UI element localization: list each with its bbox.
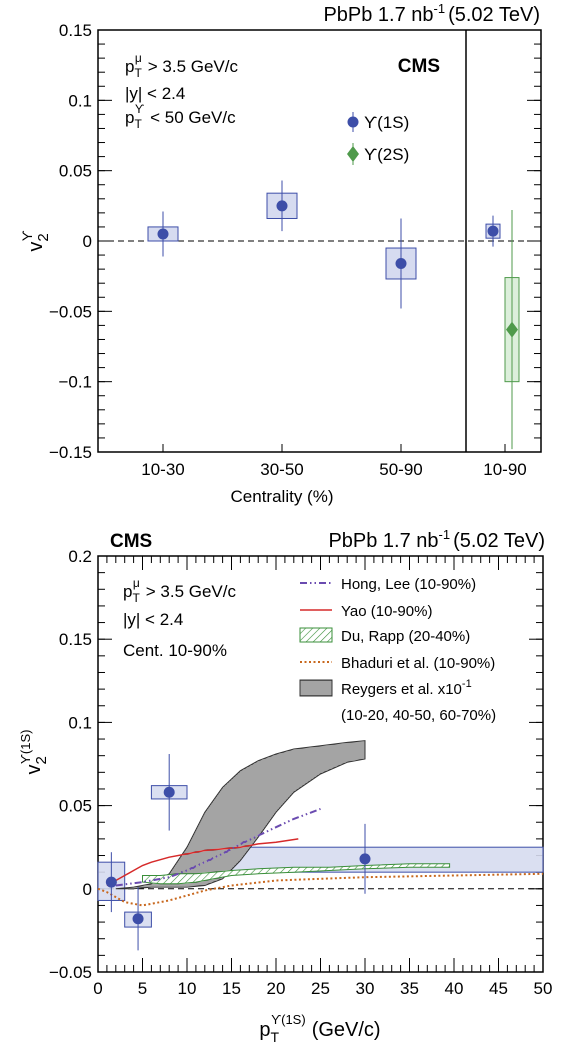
top-y-tick-label: 0.15 [59,21,92,40]
bottom-header: PbPb 1.7 nb-1 (5.02 TeV) [328,527,545,552]
legend-yao-label: Yao (10-90%) [341,603,432,620]
top-y-tick-label: −0.1 [58,373,92,392]
top-cut-muon-pt: pTμ > 3.5 GeV/c [125,51,238,80]
bottom-y-label: v2ϒ(1S) [18,730,50,775]
bottom-model-curves [97,740,544,928]
top-data-marks [147,180,520,450]
bottom-x-tick-label: 45 [489,979,508,998]
model-du-rapp-band [142,863,451,885]
bottom-x-tick-label: 25 [311,979,330,998]
top-panel: PbPb 1.7 nb-1 (5.02 TeV) 0.15 0.1 0.05 0 −0.0… [19,1,542,506]
bottom-cms-label: CMS [110,531,152,552]
legend-bhaduri-label: Bhaduri et al. (10-90%) [341,655,495,672]
bottom-1s-point [359,853,371,865]
model-yao-curve [106,838,299,887]
top-header: PbPb 1.7 nb-1 (5.02 TeV) [323,1,540,26]
legend-reygers-label: Reygers et al. x10-1 [341,678,472,698]
top-x-tick-label: 10-30 [141,460,184,479]
bottom-x-tick-label: 50 [534,979,553,998]
legend-2s-label: ϒ(2S) [364,145,409,164]
bottom-legend: Hong, Lee (10-90%) Yao (10-90%) Du, Rapp… [299,576,496,724]
legend-reygers-label-2: (10-20, 40-50, 60-70%) [341,707,496,724]
bottom-x-tick-label: 5 [138,979,147,998]
legend-du-rapp-swatch [299,627,333,643]
legend-hong-lee-label: Hong, Lee (10-90%) [341,576,476,593]
top-right-2s-point [506,321,518,338]
bottom-cut-rapidity: |y| < 2.4 [123,610,183,629]
top-x-tick-label: 10-90 [483,460,526,479]
bottom-x-tick-label: 40 [445,979,464,998]
model-hong-lee-curve [115,807,321,887]
legend-reygers-swatch [299,679,333,697]
bottom-1s-point [163,786,175,798]
bottom-y-tick-label: −0.05 [49,963,92,982]
top-y-label: v2ϒ [19,230,52,251]
bottom-x-tick-label: 35 [400,979,419,998]
legend-1s-label: ϒ(1S) [364,113,409,132]
bottom-1s-point [105,876,117,888]
top-y-axis: 0.15 0.1 0.05 0 −0.05 −0.1 −0.15 [49,21,541,462]
bottom-1s-point [132,913,144,925]
bottom-y-tick-label: 0.15 [59,630,92,649]
legend-1s-marker [347,116,359,128]
top-x-tick-label: 30-50 [260,460,303,479]
bottom-cut-centrality: Cent. 10-90% [123,641,227,660]
top-y-tick-label: −0.05 [49,302,92,321]
bottom-panel: CMS PbPb 1.7 nb-1 (5.02 TeV) 0.2 0.15 0.1 0.… [18,527,552,1045]
bottom-x-tick-label: 0 [93,979,102,998]
top-right-1s-point [487,225,499,237]
bottom-y-tick-label: 0 [83,880,92,899]
bottom-y-tick-label: 0.1 [68,713,92,732]
top-cut-upsilon-pt: pTϒ < 50 GeV/c [125,102,236,131]
legend-2s-marker [347,146,359,162]
model-reygers-band [115,740,366,890]
bottom-x-tick-label: 15 [222,979,241,998]
top-y-tick-label: 0.1 [68,91,92,110]
bottom-y-tick-label: 0.05 [59,797,92,816]
top-1s-point [395,258,407,270]
bottom-x-label: pTϒ(1S) (GeV/c) [259,1012,380,1045]
top-x-label: Centrality (%) [231,487,334,506]
top-cut-rapidity: |y| < 2.4 [125,84,185,103]
bottom-axes: 0.20.150.10.050−0.050 5 10 15 20 25 30 35 40 45 50 [49,547,552,998]
bottom-y-tick-label: 0.2 [68,547,92,566]
top-y-tick-label: −0.15 [49,443,92,462]
top-legend: ϒ(1S) ϒ(2S) [347,112,409,165]
top-cms-label: CMS [398,56,440,77]
top-x-tick-label: 50-90 [379,460,422,479]
top-y-tick-label: 0 [83,232,92,251]
legend-du-rapp-label: Du, Rapp (20-40%) [341,628,470,645]
top-y-tick-label: 0.05 [59,162,92,181]
bottom-cut-muon-pt: pTμ > 3.5 GeV/c [123,576,236,605]
bottom-data-marks [105,754,371,951]
bottom-x-tick-label: 20 [267,979,286,998]
top-1s-point [157,228,169,240]
top-1s-point [276,200,288,212]
bottom-x-tick-label: 10 [178,979,197,998]
bottom-x-tick-label: 30 [356,979,375,998]
model-bhaduri-curve [97,872,544,907]
